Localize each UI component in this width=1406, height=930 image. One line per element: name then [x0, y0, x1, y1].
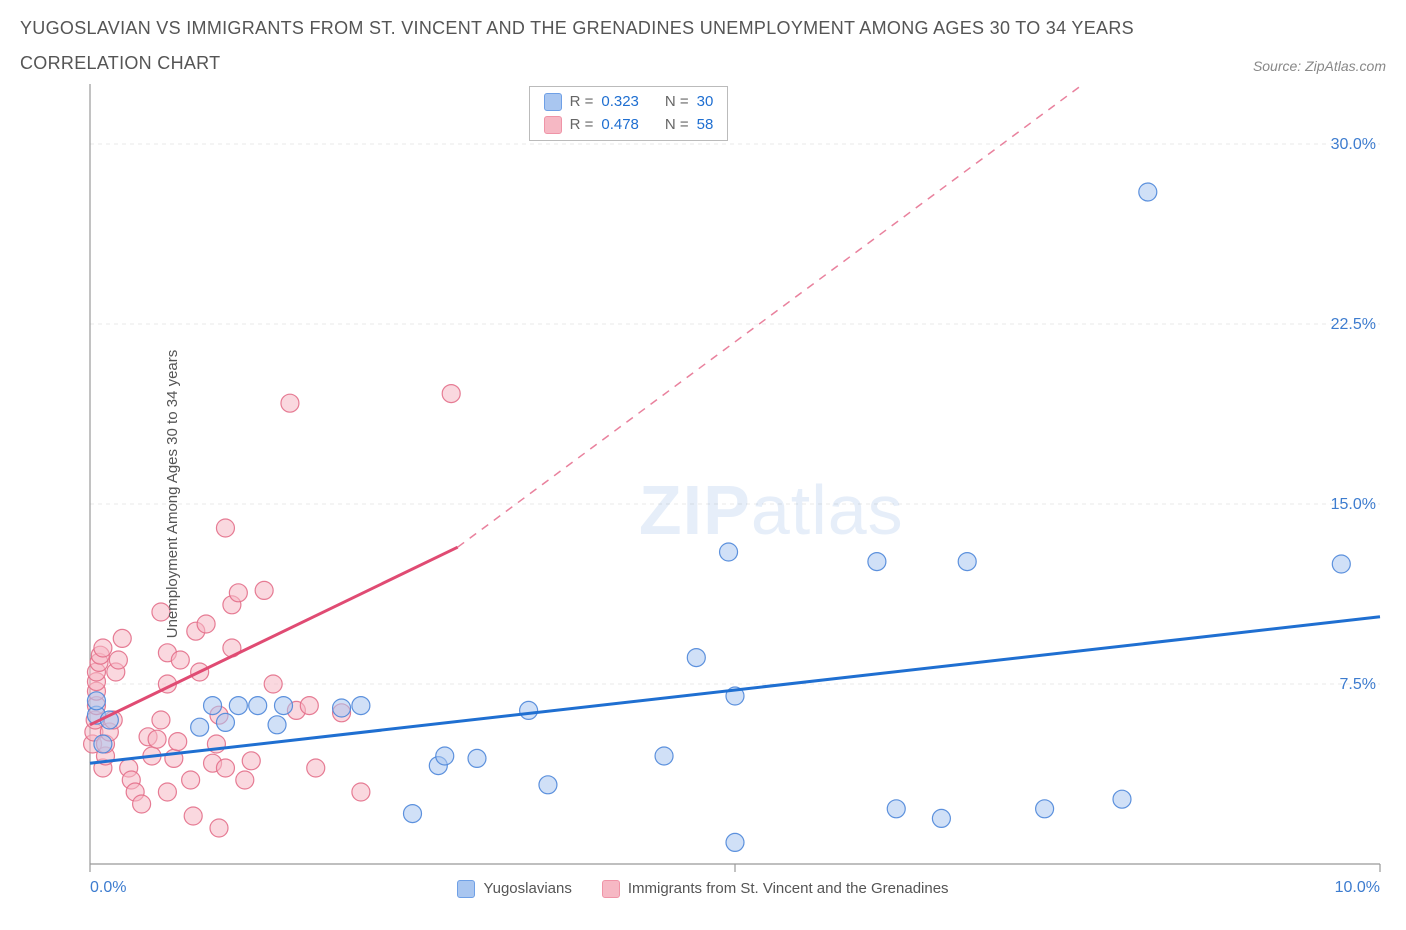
svg-text:30.0%: 30.0%	[1331, 136, 1376, 153]
svg-text:22.5%: 22.5%	[1331, 316, 1376, 333]
bottom-legend: Yugoslavians Immigrants from St. Vincent…	[20, 880, 1386, 898]
legend-swatch-a	[457, 880, 475, 898]
stats-r-b: 0.478	[601, 114, 639, 137]
scatter-chart: 0.0%10.0%7.5%15.0%22.5%30.0%	[20, 84, 1386, 904]
stats-swatch-a	[544, 93, 562, 111]
source-label: Source: ZipAtlas.com	[1253, 58, 1386, 74]
legend-item-b: Immigrants from St. Vincent and the Gren…	[602, 880, 949, 898]
svg-text:7.5%: 7.5%	[1340, 676, 1376, 693]
stats-r-a: 0.323	[601, 91, 639, 114]
stats-row-a: R = 0.323 N = 30	[544, 91, 714, 114]
stats-n-a: 30	[697, 91, 714, 114]
stats-row-b: R = 0.478 N = 58	[544, 114, 714, 137]
chart-area: Unemployment Among Ages 30 to 34 years 0…	[20, 84, 1386, 904]
stats-n-b: 58	[697, 114, 714, 137]
y-axis-label: Unemployment Among Ages 30 to 34 years	[164, 350, 181, 639]
stats-swatch-b	[544, 116, 562, 134]
legend-item-a: Yugoslavians	[457, 880, 571, 898]
stats-legend-box: R = 0.323 N = 30 R = 0.478 N = 58	[529, 86, 729, 141]
chart-title-line2: CORRELATION CHART	[20, 53, 220, 74]
legend-swatch-b	[602, 880, 620, 898]
svg-text:15.0%: 15.0%	[1331, 496, 1376, 513]
chart-title-line1: YUGOSLAVIAN VS IMMIGRANTS FROM ST. VINCE…	[20, 18, 1386, 39]
